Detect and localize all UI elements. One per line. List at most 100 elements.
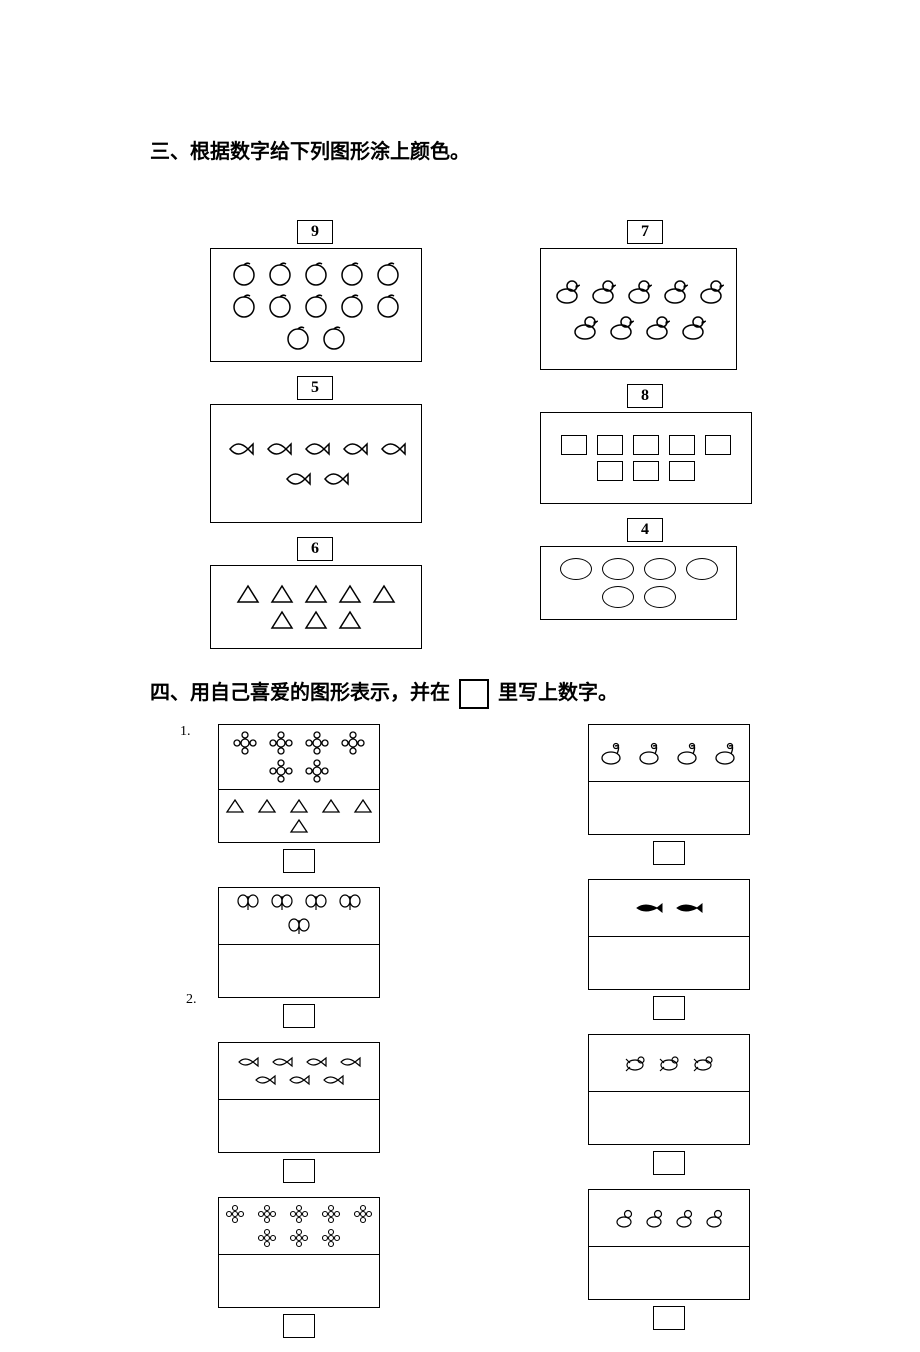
oval-icon xyxy=(560,558,592,580)
split-top xyxy=(589,1035,749,1092)
split-bottom xyxy=(219,790,379,842)
answer-box[interactable] xyxy=(283,1314,315,1338)
section3-heading: 三、根据数字给下列图形涂上颜色。 xyxy=(150,135,470,164)
fish-sm-icon xyxy=(305,1055,327,1069)
shape-box xyxy=(210,565,422,649)
fish-sm-icon xyxy=(254,1073,276,1087)
inline-answer-box-icon xyxy=(459,679,489,709)
square-icon xyxy=(669,461,695,481)
flower-icon xyxy=(233,731,257,755)
section3-block: 6 xyxy=(210,537,420,649)
shape-box xyxy=(540,546,737,620)
blossom-icon xyxy=(225,1204,245,1224)
bfly-icon xyxy=(288,918,310,938)
answer-box[interactable] xyxy=(283,1004,315,1028)
blossom-icon xyxy=(321,1204,341,1224)
tri-sm-icon xyxy=(225,798,245,814)
fish-icon xyxy=(340,437,368,461)
duck-icon xyxy=(572,312,598,342)
shape-box xyxy=(210,248,422,362)
goose-icon xyxy=(637,740,663,766)
oval-icon xyxy=(602,558,634,580)
duck-icon xyxy=(644,312,670,342)
fish-sm-icon xyxy=(339,1055,361,1069)
goose-icon xyxy=(599,740,625,766)
tri-sm-icon xyxy=(353,798,373,814)
split-top xyxy=(219,725,379,790)
shape-box xyxy=(540,412,752,504)
blossom-icon xyxy=(257,1228,277,1248)
section4-block xyxy=(218,1042,380,1183)
shape-box xyxy=(210,404,422,523)
bird-sm-icon xyxy=(624,1053,646,1073)
split-box xyxy=(218,1197,380,1308)
duck-icon xyxy=(608,312,634,342)
apple-icon xyxy=(303,260,329,286)
shape-box xyxy=(540,248,737,370)
number-label: 6 xyxy=(297,537,333,561)
fish2-icon xyxy=(635,900,663,916)
answer-box[interactable] xyxy=(653,1151,685,1175)
blossom-icon xyxy=(289,1228,309,1248)
fish-sm-icon xyxy=(271,1055,293,1069)
tri-sm-icon xyxy=(289,798,309,814)
section4-block xyxy=(218,724,380,873)
split-bottom xyxy=(589,1092,749,1144)
section3-block: 5 xyxy=(210,376,420,523)
flower-icon xyxy=(341,731,365,755)
section3-left-column: 9 5 6 xyxy=(210,220,420,663)
section4-block xyxy=(218,1197,380,1338)
split-top xyxy=(589,725,749,782)
apple-icon xyxy=(375,292,401,318)
bfly-icon xyxy=(271,894,293,914)
duck2-icon xyxy=(615,1208,633,1228)
square-icon xyxy=(597,435,623,455)
number-label: 5 xyxy=(297,376,333,400)
split-bottom xyxy=(589,937,749,989)
duck2-icon xyxy=(705,1208,723,1228)
square-icon xyxy=(633,435,659,455)
bfly-icon xyxy=(237,894,259,914)
split-box xyxy=(588,1034,750,1145)
duck-icon xyxy=(626,276,652,306)
section4-heading: 四、用自己喜爱的图形表示，并在 里写上数字。 xyxy=(150,676,618,709)
bird-sm-icon xyxy=(692,1053,714,1073)
apple-icon xyxy=(339,292,365,318)
split-box xyxy=(588,1189,750,1300)
tri-sm-icon xyxy=(289,818,309,834)
answer-box[interactable] xyxy=(653,1306,685,1330)
tri-icon xyxy=(338,610,362,630)
fish-icon xyxy=(378,437,406,461)
square-icon xyxy=(633,461,659,481)
oval-icon xyxy=(644,558,676,580)
duck2-icon xyxy=(645,1208,663,1228)
section3-block: 8 xyxy=(540,384,750,504)
duck-icon xyxy=(680,312,706,342)
number-label: 4 xyxy=(627,518,663,542)
answer-box[interactable] xyxy=(653,996,685,1020)
split-top xyxy=(589,1190,749,1247)
apple-icon xyxy=(321,324,347,350)
fish-icon xyxy=(283,467,311,491)
split-box xyxy=(588,879,750,990)
section4-left-column xyxy=(218,724,380,1352)
split-box xyxy=(218,724,380,843)
square-icon xyxy=(669,435,695,455)
answer-box[interactable] xyxy=(283,849,315,873)
section3-right-column: 784 xyxy=(540,220,750,634)
duck-icon xyxy=(662,276,688,306)
apple-icon xyxy=(231,260,257,286)
fish-sm-icon xyxy=(237,1055,259,1069)
tri-icon xyxy=(304,584,328,604)
duck-icon xyxy=(554,276,580,306)
bird-sm-icon xyxy=(658,1053,680,1073)
flower-icon xyxy=(269,759,293,783)
tri-icon xyxy=(304,610,328,630)
fish-icon xyxy=(226,437,254,461)
section3-block: 9 xyxy=(210,220,420,362)
section4-right-column xyxy=(588,724,750,1344)
fish-icon xyxy=(264,437,292,461)
duck2-icon xyxy=(675,1208,693,1228)
answer-box[interactable] xyxy=(653,841,685,865)
answer-box[interactable] xyxy=(283,1159,315,1183)
